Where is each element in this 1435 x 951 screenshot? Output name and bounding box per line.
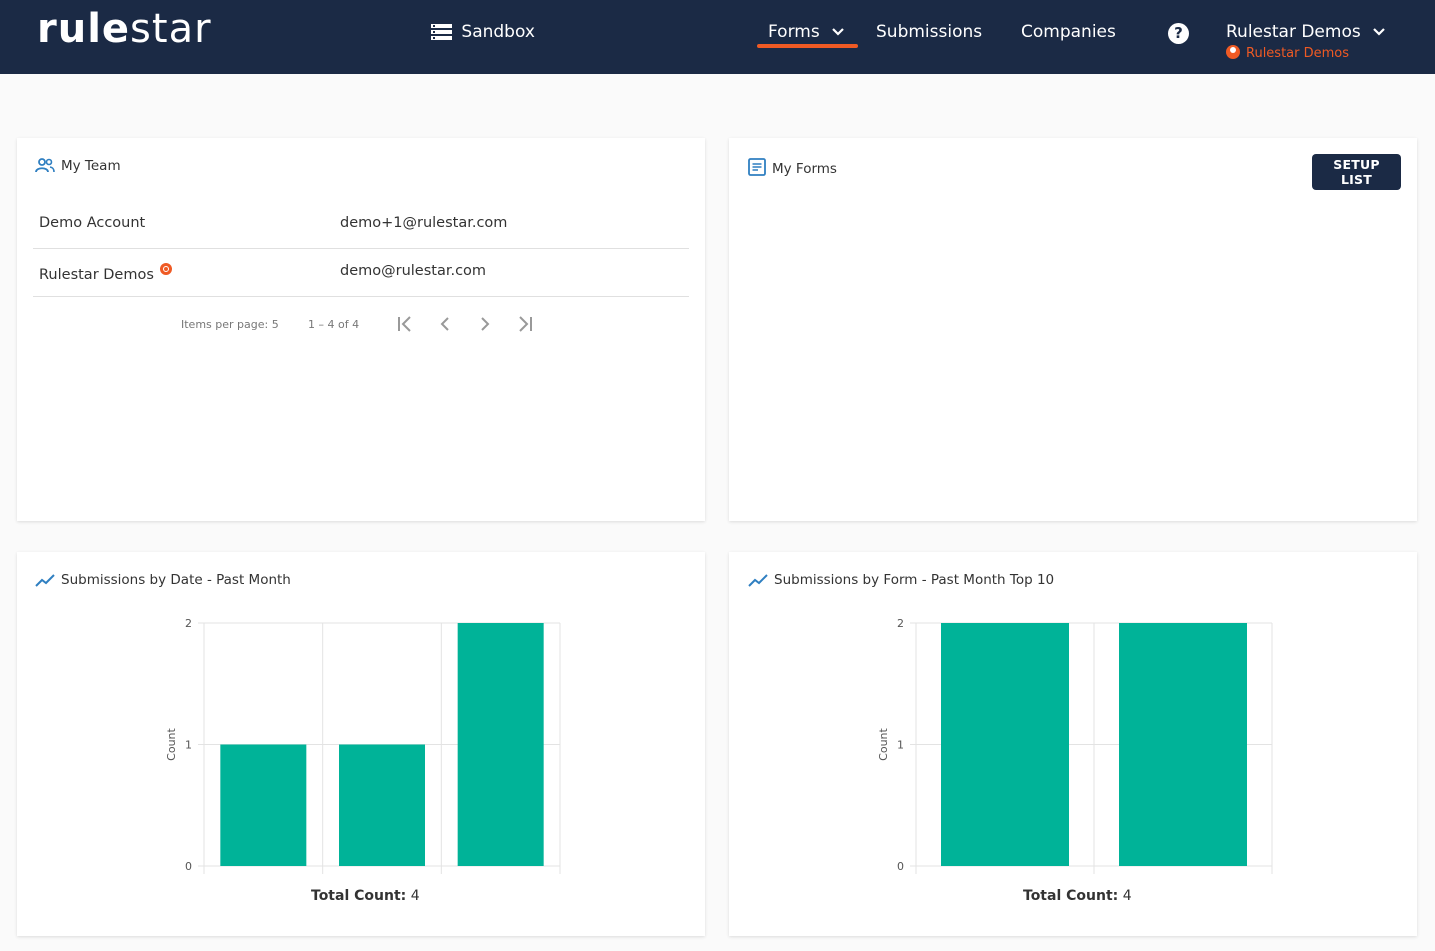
y-tick-label: 2 xyxy=(185,617,192,630)
setup-list-button[interactable]: SETUP LIST xyxy=(1312,154,1401,190)
chart-title: Submissions by Form - Past Month Top 10 xyxy=(748,572,1054,588)
total-count-label: Total Count: xyxy=(311,888,407,904)
chevron-down-icon xyxy=(1373,28,1385,36)
my-team-card: My Team Demo Account demo+1@rulestar.com… xyxy=(17,138,705,521)
my-team-title-text: My Team xyxy=(61,158,121,174)
bar-chart: 0 1 2 Count xyxy=(877,617,1273,874)
nav-forms[interactable]: Forms xyxy=(768,22,845,42)
y-tick-label: 2 xyxy=(897,617,904,630)
trending-up-icon xyxy=(35,574,55,587)
y-axis-label: Count xyxy=(165,727,178,760)
bar xyxy=(457,623,544,866)
team-row[interactable]: Rulestar Demos demo@rulestar.com xyxy=(33,248,689,297)
chevron-left-icon xyxy=(440,317,449,331)
total-count-value: 4 xyxy=(410,888,420,904)
logo-light-text: star xyxy=(130,6,212,52)
chart-title-text: Submissions by Date - Past Month xyxy=(61,572,291,588)
help-icon[interactable]: ? xyxy=(1168,23,1189,44)
chart-title: Submissions by Date - Past Month xyxy=(35,572,291,588)
logo-bold-text: rule xyxy=(37,6,131,52)
bar xyxy=(339,744,425,866)
next-page-button[interactable] xyxy=(473,312,497,336)
my-team-title: My Team xyxy=(35,158,121,174)
active-tab-indicator xyxy=(757,44,858,48)
user-circle-icon xyxy=(1226,45,1240,59)
first-page-icon xyxy=(398,316,411,332)
submissions-by-date-card: Submissions by Date - Past Month 0 1 2 Coun… xyxy=(17,552,705,936)
member-name: Rulestar Demos xyxy=(39,263,172,283)
my-forms-title: My Forms xyxy=(748,158,837,177)
sandbox-label: Sandbox xyxy=(461,22,535,42)
submissions-by-form-card: Submissions by Form - Past Month Top 10 … xyxy=(729,552,1417,936)
admin-badge-icon xyxy=(159,263,172,275)
document-icon xyxy=(748,158,766,176)
server-icon xyxy=(431,24,452,40)
previous-page-button[interactable] xyxy=(433,312,457,336)
nav-companies[interactable]: Companies xyxy=(1021,22,1116,42)
bar xyxy=(220,744,307,866)
my-forms-title-text: My Forms xyxy=(772,161,837,177)
user-company-label: Rulestar Demos xyxy=(1246,46,1350,61)
member-name: Demo Account xyxy=(39,215,146,231)
total-count-value: 4 xyxy=(1122,888,1132,904)
y-tick-label: 1 xyxy=(897,739,904,752)
bar xyxy=(941,623,1069,866)
chevron-down-icon xyxy=(832,28,844,36)
user-company: Rulestar Demos xyxy=(1226,45,1349,61)
last-page-icon xyxy=(519,316,532,332)
sandbox-indicator[interactable]: Sandbox xyxy=(431,22,535,42)
trending-up-icon xyxy=(748,574,768,587)
nav-companies-label: Companies xyxy=(1021,22,1116,42)
rulestar-logo[interactable]: rulestar xyxy=(37,6,212,52)
chevron-right-icon xyxy=(481,317,490,331)
team-icon xyxy=(35,158,55,173)
my-forms-card: My Forms SETUP LIST xyxy=(729,138,1417,521)
nav-submissions[interactable]: Submissions xyxy=(876,22,982,42)
total-count: Total Count: 4 xyxy=(311,888,420,904)
y-tick-label: 0 xyxy=(185,860,192,873)
bar-chart: 0 1 2 Count xyxy=(165,617,561,874)
member-name-text: Rulestar Demos xyxy=(39,267,154,283)
y-axis-label: Count xyxy=(877,727,890,760)
total-count-label: Total Count: xyxy=(1023,888,1119,904)
user-name-label: Rulestar Demos xyxy=(1226,22,1361,42)
top-nav-bar: rulestar Sandbox Forms Submissions Compa… xyxy=(0,0,1435,74)
last-page-button[interactable] xyxy=(513,312,537,336)
user-menu[interactable]: Rulestar Demos xyxy=(1226,22,1386,42)
first-page-button[interactable] xyxy=(393,312,417,336)
team-row[interactable]: Demo Account demo+1@rulestar.com xyxy=(33,200,689,249)
bar xyxy=(1119,623,1247,866)
total-count: Total Count: 4 xyxy=(1023,888,1132,904)
items-per-page-label[interactable]: Items per page: 5 xyxy=(181,318,279,331)
chart-title-text: Submissions by Form - Past Month Top 10 xyxy=(774,572,1055,588)
nav-forms-label: Forms xyxy=(768,22,820,42)
y-tick-label: 1 xyxy=(185,739,192,752)
member-email: demo@rulestar.com xyxy=(340,263,487,279)
pagination-range: 1 – 4 of 4 xyxy=(308,318,360,331)
member-email: demo+1@rulestar.com xyxy=(340,215,508,231)
y-tick-label: 0 xyxy=(897,860,904,873)
nav-submissions-label: Submissions xyxy=(876,22,983,42)
